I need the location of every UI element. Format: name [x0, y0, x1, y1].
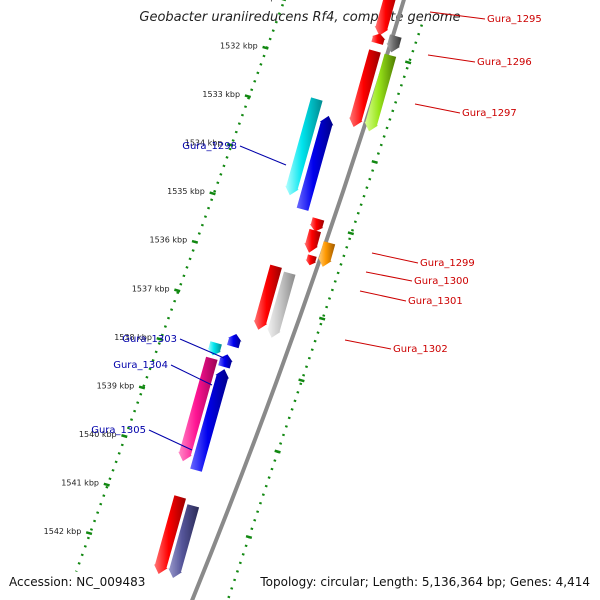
gene-1298-blue: [296, 115, 334, 211]
gene-label: Gura_1295: [487, 14, 542, 25]
gene-1304-cyan: [207, 341, 222, 356]
callout-line: [427, 54, 476, 63]
kbp-tick-label: 1531 kbp: [238, 0, 276, 2]
right-track-tick: [347, 231, 355, 236]
right-ruler-track: [226, 24, 424, 600]
callout-line: [371, 252, 419, 264]
gene-1304-blue: [218, 354, 233, 369]
kbp-tick: [121, 434, 128, 439]
gene-next-purple: [168, 504, 200, 578]
right-track-tick: [404, 60, 412, 65]
gene-1303-blue: [227, 334, 242, 349]
callout-line: [429, 11, 486, 20]
kbp-tick: [85, 531, 93, 536]
callout-line: [359, 290, 407, 302]
right-track-tick: [274, 449, 281, 454]
kbp-tick-label: 1534 kbp: [185, 139, 223, 148]
kbp-tick: [209, 191, 216, 196]
kbp-tick: [174, 288, 181, 293]
kbp-tick-label: 1532 kbp: [220, 42, 258, 51]
gene-label: Gura_1296: [477, 57, 532, 68]
callout-line: [365, 271, 413, 282]
kbp-tick: [262, 45, 269, 50]
gene-label: Gura_1305: [91, 425, 146, 436]
accession-text: Accession: NC_009483: [9, 575, 146, 589]
kbp-tick-label: 1533 kbp: [202, 90, 240, 99]
gene-1301-red: [253, 264, 282, 330]
kbp-tick: [191, 239, 199, 244]
kbp-tick-label: 1542 kbp: [44, 527, 82, 536]
kbp-tick: [156, 336, 163, 342]
kbp-tick-label: 1541 kbp: [61, 478, 99, 487]
gene-label: Gura_1300: [414, 276, 469, 287]
gene-1296-arrow: [371, 33, 386, 45]
gene-1300-orange: [318, 241, 336, 267]
gene-label: Gura_1298: [182, 141, 237, 152]
gene-label: Gura_1302: [393, 344, 448, 355]
topology-text: Topology: circular; Length: 5,136,364 bp…: [260, 575, 590, 589]
gene-1296-gray: [386, 34, 402, 53]
gene-1300-red-small: [305, 254, 317, 266]
kbp-tick-label: 1540 kbp: [79, 430, 117, 439]
gene-label: Gura_1303: [122, 334, 177, 345]
gene-1299-red-b: [304, 228, 321, 253]
kbp-tick-label: 1539 kbp: [97, 381, 135, 390]
gene-1297-green: [364, 53, 397, 132]
gene-1302-gray: [267, 271, 296, 338]
kbp-tick: [138, 385, 146, 390]
kbp-tick-label: 1535 kbp: [167, 187, 205, 196]
kbp-tick: [103, 482, 110, 487]
callout-line: [179, 338, 225, 359]
callout-line: [239, 145, 287, 166]
right-track-tick: [298, 378, 305, 383]
kbp-tick: [244, 94, 252, 99]
kbp-tick-label: 1538 kbp: [114, 333, 152, 342]
gene-1295-red: [374, 0, 396, 36]
gene-label: Gura_1304: [113, 360, 168, 371]
right-track-tick: [371, 160, 378, 165]
gene-label: Gura_1299: [420, 258, 475, 269]
gene-1299-red-a: [309, 217, 325, 232]
gene-1297-red: [349, 49, 381, 127]
right-track-tick: [245, 534, 253, 540]
gene-1298-cyan: [285, 97, 323, 196]
callout-line: [414, 103, 461, 114]
kbp-tick-label: 1536 kbp: [149, 236, 187, 245]
gene-label: Gura_1301: [408, 296, 463, 307]
gene-label: Gura_1297: [462, 108, 517, 119]
gene-1305-blue: [190, 369, 229, 472]
callout-line: [170, 364, 213, 386]
callout-line: [148, 429, 193, 451]
right-track-tick: [318, 316, 326, 321]
kbp-tick-label: 1537 kbp: [132, 284, 170, 293]
gene-next-red: [154, 495, 186, 574]
kbp-tick: [226, 142, 234, 147]
callout-line: [344, 339, 392, 350]
